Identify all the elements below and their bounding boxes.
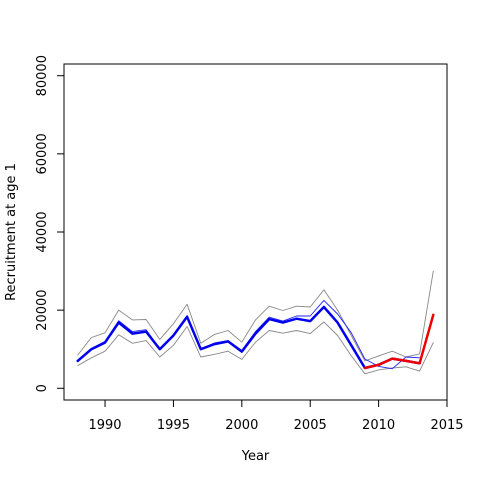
- y-axis: 0 20000 40000 60000 80000: [35, 55, 64, 392]
- series-layer: [76, 270, 435, 375]
- series-line-4: [76, 305, 421, 370]
- series-line-3: [77, 299, 421, 370]
- y-tick-label: 20000: [35, 289, 50, 330]
- x-tick-label: 1995: [157, 418, 190, 433]
- x-tick-label: 1990: [88, 418, 121, 433]
- series-line-5: [363, 313, 435, 370]
- x-tick-label: 2005: [294, 418, 327, 433]
- x-tick-label: 2010: [362, 418, 395, 433]
- y-tick-label: 0: [35, 384, 50, 392]
- x-tick-label: 2015: [430, 418, 463, 433]
- x-axis-title: Year: [241, 449, 270, 464]
- y-tick-label: 80000: [35, 55, 50, 96]
- x-axis: 1990 1995 2000 2005 2010 2015: [88, 400, 464, 433]
- y-tick-label: 60000: [35, 133, 50, 174]
- plot-frame: [63, 63, 448, 401]
- y-tick-label: 40000: [35, 211, 50, 252]
- series-line-1: [77, 270, 434, 362]
- series-line-2: [77, 321, 434, 375]
- x-tick-label: 2000: [225, 418, 258, 433]
- y-axis-title: Recruitment at age 1: [4, 163, 19, 301]
